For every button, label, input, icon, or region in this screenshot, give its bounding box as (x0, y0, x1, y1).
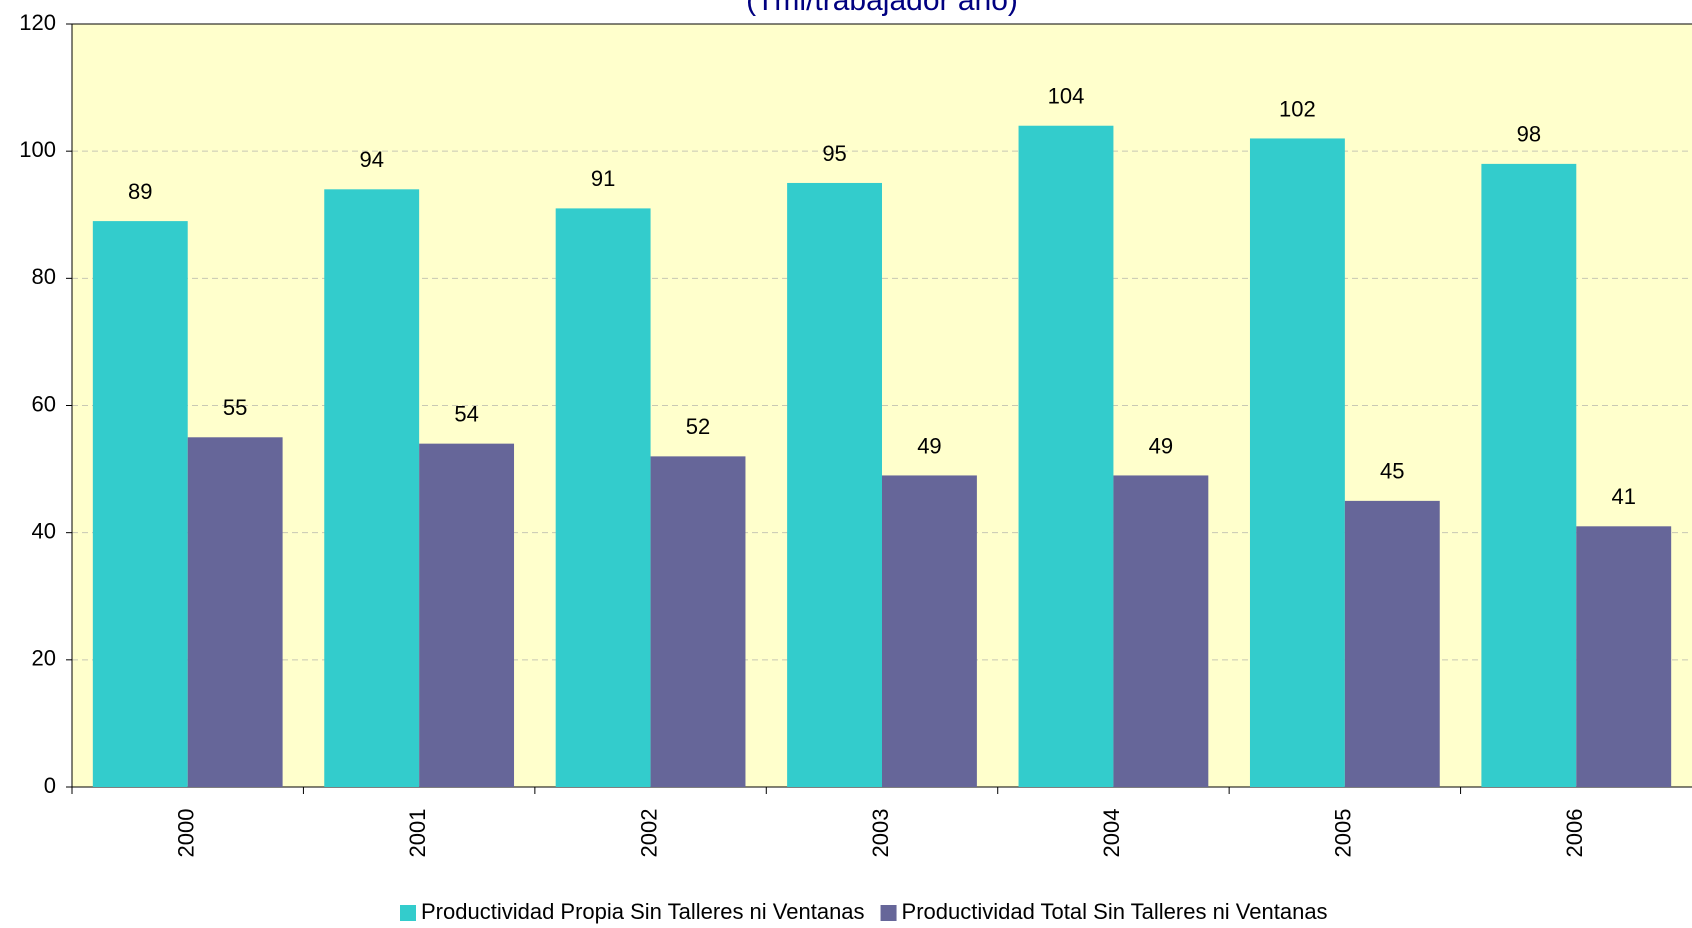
data-label: 104 (1048, 84, 1085, 109)
data-label: 102 (1279, 96, 1316, 121)
bar (324, 189, 420, 788)
y-tick-label: 40 (32, 518, 56, 543)
bar (787, 182, 882, 788)
y-tick-label: 60 (32, 391, 56, 416)
bar (882, 475, 977, 787)
bar (1344, 500, 1440, 787)
legend-label: Productividad Propia Sin Talleres ni Ven… (421, 899, 865, 924)
data-label: 45 (1380, 459, 1404, 484)
bar (1018, 125, 1114, 787)
data-label: 94 (359, 147, 383, 172)
data-label: 89 (128, 179, 152, 204)
bar (1481, 163, 1577, 788)
data-label: 49 (1149, 433, 1173, 458)
bar (1576, 526, 1672, 787)
x-tick-label: 2006 (1562, 809, 1587, 858)
legend-label: Productividad Total Sin Talleres ni Vent… (902, 899, 1328, 924)
x-tick-label: 2001 (405, 809, 430, 858)
x-tick-label: 2000 (174, 809, 199, 858)
y-tick-label: 100 (19, 137, 56, 162)
data-label: 98 (1517, 122, 1541, 147)
x-tick-label: 2003 (868, 809, 893, 858)
data-label: 49 (917, 433, 941, 458)
legend-swatch (880, 905, 897, 921)
data-label: 55 (223, 395, 247, 420)
bar (1113, 475, 1209, 787)
bar (555, 208, 651, 787)
bar (419, 443, 515, 787)
y-tick-label: 20 (32, 646, 56, 671)
bar (187, 437, 283, 787)
data-label: 91 (591, 166, 615, 191)
x-tick-label: 2004 (1099, 809, 1124, 858)
data-label: 41 (1611, 484, 1635, 509)
bar (650, 456, 746, 787)
y-tick-label: 80 (32, 264, 56, 289)
chart-subtitle: (Tml/trabajador año) (746, 0, 1018, 17)
y-tick-label: 120 (19, 10, 56, 35)
legend-swatch (400, 905, 416, 921)
bar (92, 221, 188, 787)
x-tick-label: 2005 (1331, 809, 1356, 858)
x-tick-label: 2002 (636, 809, 661, 858)
data-label: 95 (822, 141, 846, 166)
data-label: 54 (454, 401, 478, 426)
y-tick-label: 0 (44, 773, 56, 798)
bar (1249, 138, 1345, 787)
data-label: 52 (686, 414, 710, 439)
